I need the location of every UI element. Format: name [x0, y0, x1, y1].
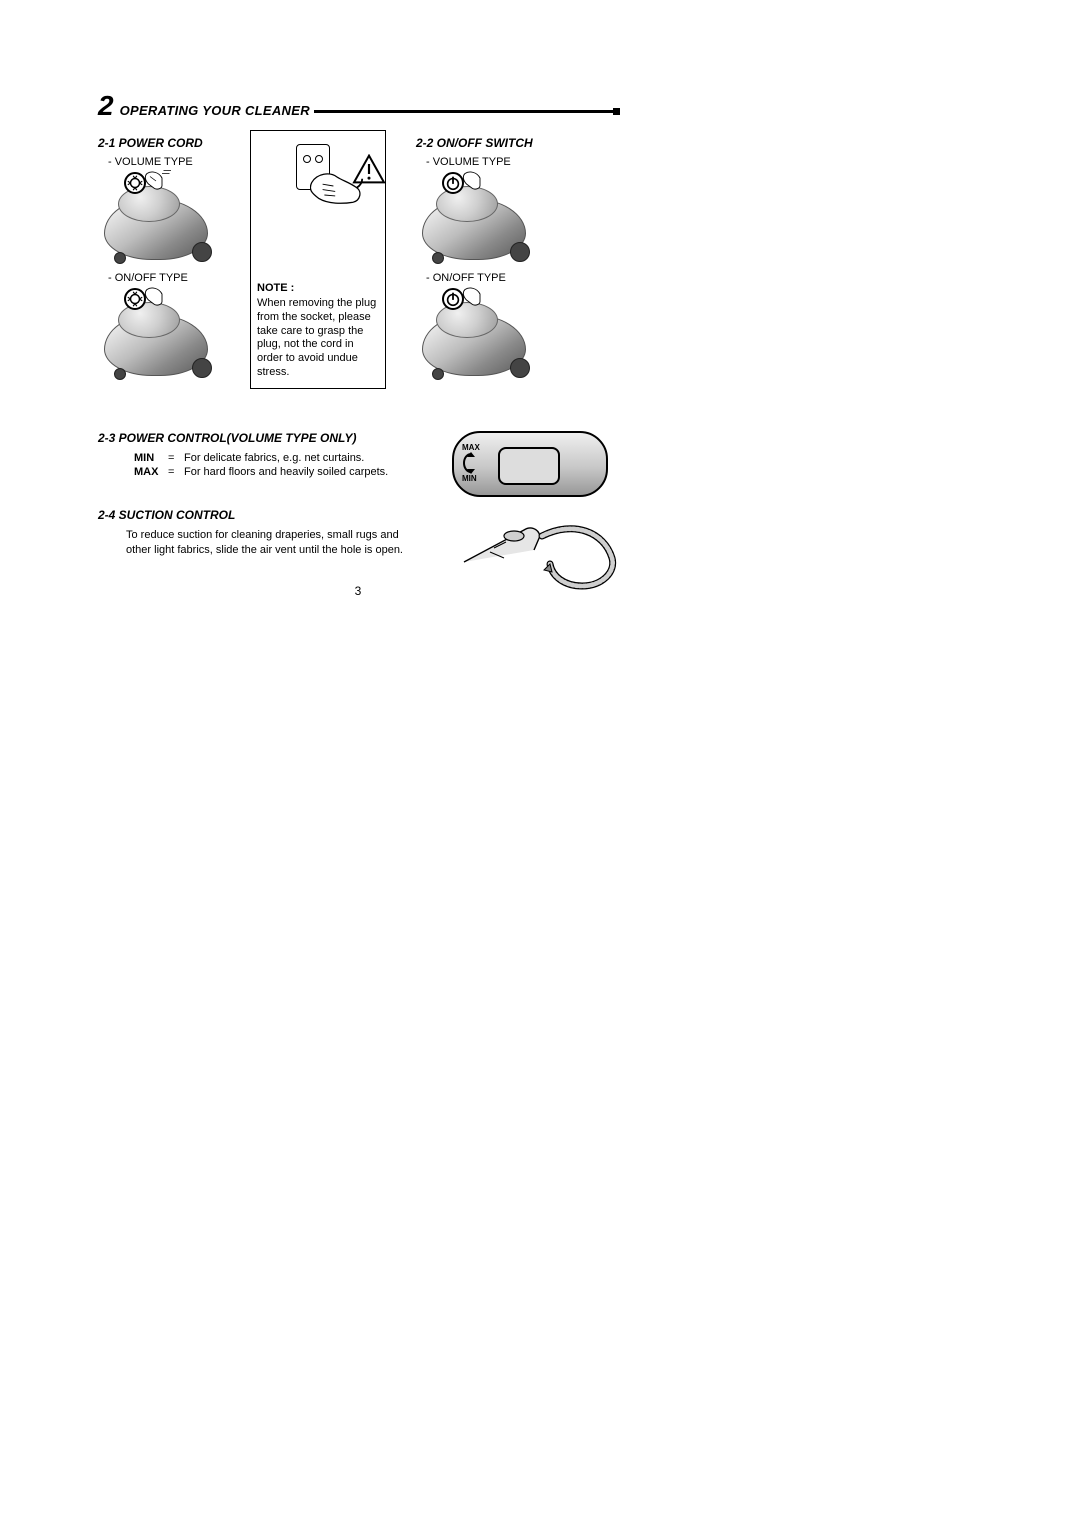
vacuum-illustration-switch-onoff [416, 288, 534, 380]
equals-sign: = [168, 451, 184, 466]
finger-press-icon [144, 170, 174, 192]
max-label: MAX [134, 465, 168, 480]
power-control-illustration: MAX MIN [452, 431, 608, 497]
heading-rule [314, 110, 618, 113]
section-2-3: 2-3 POWER CONTROL(VOLUME TYPE ONLY) MIN … [98, 431, 618, 481]
sec-2-1-caption-onoff: - ON/OFF TYPE [108, 272, 248, 284]
section-2-2: 2-2 ON/OFF SWITCH - VOLUME TYPE - ON/OFF… [416, 130, 576, 389]
min-label: MIN [134, 451, 168, 466]
finger-press-icon [462, 286, 492, 308]
chapter-header: 2 OPERATING YOUR CLEANER [98, 90, 618, 122]
cord-rewind-icon [124, 288, 146, 310]
note-label: NOTE : [257, 282, 379, 294]
chapter-title: OPERATING YOUR CLEANER [120, 103, 310, 118]
sec-2-2-caption-volume: - VOLUME TYPE [426, 156, 576, 168]
unplug-illustration [268, 140, 368, 208]
dial-max-label: MAX [462, 443, 480, 452]
note-box: NOTE : When removing the plug from the s… [250, 130, 386, 389]
power-icon [442, 172, 464, 194]
suction-hose-illustration [454, 506, 624, 596]
sections-2-1-2-2-row: 2-1 POWER CORD - VOLUME TYPE - ON/OFF TY… [98, 130, 618, 389]
equals-sign: = [168, 465, 184, 480]
sec-2-1-heading: 2-1 POWER CORD [98, 136, 248, 150]
note-text: When removing the plug from the socket, … [257, 297, 379, 380]
sec-2-1-caption-volume: - VOLUME TYPE [108, 156, 248, 168]
vacuum-illustration-switch-volume [416, 172, 534, 264]
manual-page: 2 OPERATING YOUR CLEANER 2-1 POWER CORD … [98, 90, 618, 598]
vacuum-illustration-cord-volume [98, 172, 216, 264]
dial-min-label: MIN [462, 474, 477, 483]
finger-press-icon [144, 286, 174, 308]
power-icon [442, 288, 464, 310]
chapter-number: 2 [98, 90, 114, 122]
sec-2-2-caption-onoff: - ON/OFF TYPE [426, 272, 576, 284]
section-2-4: 2-4 SUCTION CONTROL To reduce suction fo… [98, 508, 618, 558]
vacuum-illustration-cord-onoff [98, 288, 216, 380]
section-2-1: 2-1 POWER CORD - VOLUME TYPE - ON/OFF TY… [98, 130, 248, 389]
cord-rewind-icon [124, 172, 146, 194]
hand-grasp-icon [310, 166, 364, 206]
finger-press-icon [462, 170, 492, 192]
sec-2-4-text: To reduce suction for cleaning draperies… [126, 528, 406, 558]
note-column: NOTE : When removing the plug from the s… [248, 130, 396, 389]
sec-2-2-heading: 2-2 ON/OFF SWITCH [416, 136, 576, 150]
